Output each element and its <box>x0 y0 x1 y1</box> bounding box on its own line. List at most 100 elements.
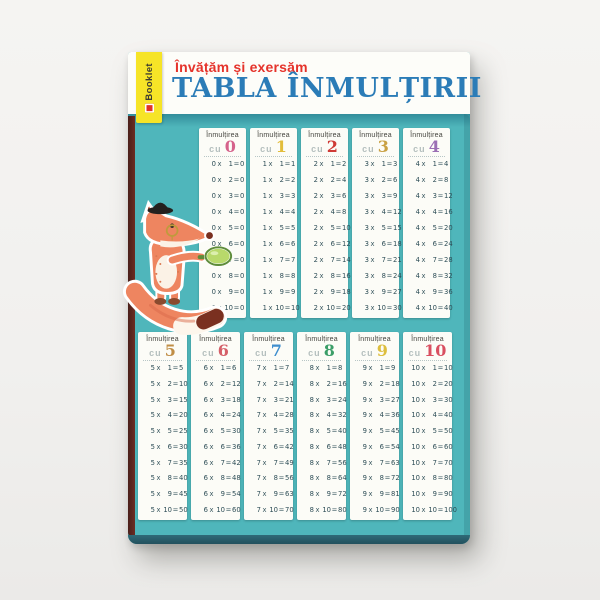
equation-row: 4 x 2 = 8 <box>415 176 449 184</box>
equation-row: 1 x 5 = 5 <box>262 224 296 232</box>
card-equations: 6 x 1 = 6 6 x 2 = 12 6 x 3 = 18 6 x 4 = 24 6 x 5 = 30 6 x 6 = 36 6 x 7 = 4… <box>194 364 241 515</box>
equation-row: 9 x 1 = 9 <box>362 364 396 372</box>
multiplication-card-9: Înmulțirea cu 9 9 x 1 = 9 9 x 2 = 18 9 x 3 = 27 9 x 4 = 36 9 x 5 =… <box>350 332 400 520</box>
equation-row: 8 x 10 = 80 <box>309 505 347 514</box>
equation-row: 3 x 3 = 9 <box>364 192 398 200</box>
equation-row: 3 x 7 = 21 <box>364 256 402 264</box>
equation-row: 0 x 9 = 0 <box>211 288 245 296</box>
card-cu-line: cu 5 <box>143 343 182 361</box>
equation-row: 10 x 10 = 100 <box>411 505 457 514</box>
equation-row: 1 x 7 = 7 <box>262 256 296 264</box>
equation-row: 3 x 5 = 15 <box>364 224 402 232</box>
cover-title: TABLA ÎNMULȚIRII <box>172 73 482 104</box>
equation-row: 2 x 2 = 4 <box>313 176 347 184</box>
multiplication-card-5: Înmulțirea cu 5 5 x 1 = 5 5 x 2 = 10 5 x 3 = 15 5 x 4 = 20 5 x 5 =… <box>138 332 188 520</box>
book-right-edge-shade <box>464 114 470 539</box>
equation-row: 0 x 6 = 0 <box>211 240 245 248</box>
card-numeral: 3 <box>377 137 389 156</box>
equation-row: 8 x 7 = 56 <box>309 458 347 467</box>
publisher-brand: Booklet <box>144 63 155 113</box>
multiplication-card-0: Înmulțirea cu 0 0 x 1 = 0 0 x 2 = 0 0 x 3 = 0 0 x 4 = 0 0 x 5 = 0 0 x… <box>199 128 246 318</box>
equation-row: 10 x 1 = 10 <box>411 364 453 372</box>
card-heading: Înmulțirea <box>199 336 232 343</box>
equation-row: 3 x 6 = 18 <box>364 240 402 248</box>
card-cu-line: cu 9 <box>355 343 394 361</box>
multiplication-card-4: Înmulțirea cu 4 4 x 1 = 4 4 x 2 = 8 4 x 3 = 12 4 x 4 = 16 4 x 5 = 2… <box>403 128 453 318</box>
equation-row: 10 x 7 = 70 <box>411 458 453 467</box>
equation-row: 5 x 1 = 5 <box>150 364 184 372</box>
tables-row-2: Înmulțirea cu 5 5 x 1 = 5 5 x 2 = 10 5 x 3 = 15 5 x 4 = 20 5 x 5 =… <box>138 332 457 520</box>
card-cu-label: cu <box>202 348 215 358</box>
card-numeral: 1 <box>275 137 287 156</box>
equation-row: 6 x 7 = 42 <box>203 458 241 467</box>
multiplication-card-1: Înmulțirea cu 1 1 x 1 = 1 1 x 2 = 2 1 x 3 = 3 1 x 4 = 4 1 x 5 = 5 1 x… <box>250 128 300 318</box>
equation-row: 9 x 9 = 81 <box>362 490 400 499</box>
equation-row: 9 x 8 = 72 <box>362 474 400 483</box>
publisher-spine-label: Booklet <box>136 52 162 123</box>
card-numeral: 7 <box>270 341 282 360</box>
card-equations: 1 x 1 = 1 1 x 2 = 2 1 x 3 = 3 1 x 4 = 4 1 x 5 = 5 1 x 6 = 6 1 x 7 = 7 1 x 8 = 8… <box>253 160 300 313</box>
equation-row: 4 x 8 = 32 <box>415 272 453 280</box>
card-heading: Înmulțirea <box>305 336 338 343</box>
equation-row: 7 x 1 = 7 <box>256 364 290 372</box>
equation-row: 3 x 10 = 30 <box>364 304 402 312</box>
equation-row: 5 x 9 = 45 <box>150 490 188 499</box>
equation-row: 8 x 3 = 24 <box>309 395 347 404</box>
card-cu-label: cu <box>149 348 162 358</box>
equation-row: 3 x 4 = 12 <box>364 208 402 216</box>
card-cu-line: cu 1 <box>255 139 292 157</box>
equation-row: 4 x 3 = 12 <box>415 192 453 200</box>
equation-row: 6 x 8 = 48 <box>203 474 241 483</box>
equation-row: 9 x 6 = 54 <box>362 442 400 451</box>
card-cu-label: cu <box>311 144 324 154</box>
equation-row: 4 x 1 = 4 <box>415 160 449 168</box>
magnifying-glass-icon <box>197 245 233 267</box>
card-numeral: 6 <box>217 341 229 360</box>
equation-row: 6 x 2 = 12 <box>203 379 241 388</box>
equation-row: 5 x 2 = 10 <box>150 379 188 388</box>
equation-row: 8 x 4 = 32 <box>309 411 347 420</box>
equation-row: 4 x 9 = 36 <box>415 288 453 296</box>
equation-row: 2 x 9 = 18 <box>313 288 351 296</box>
equation-row: 7 x 9 = 63 <box>256 490 294 499</box>
card-cu-line: cu 2 <box>306 139 343 157</box>
equation-row: 5 x 6 = 30 <box>150 442 188 451</box>
fox-head <box>140 199 215 248</box>
equation-row: 1 x 2 = 2 <box>262 176 296 184</box>
equation-row: 2 x 10 = 20 <box>313 304 351 312</box>
booklet-logo-icon <box>144 103 154 113</box>
equation-row: 1 x 3 = 3 <box>262 192 296 200</box>
equation-row: 7 x 7 = 49 <box>256 458 294 467</box>
multiplication-card-7: Înmulțirea cu 7 7 x 1 = 7 7 x 2 = 14 7 x 3 = 21 7 x 4 = 28 7 x 5 =… <box>244 332 294 520</box>
multiplication-card-3: Înmulțirea cu 3 3 x 1 = 3 3 x 2 = 6 3 x 3 = 9 3 x 4 = 12 3 x 5 = 15… <box>352 128 402 318</box>
equation-row: 2 x 6 = 12 <box>313 240 351 248</box>
equation-row: 1 x 9 = 9 <box>262 288 296 296</box>
fox-illustration <box>122 199 233 335</box>
card-cu-label: cu <box>408 348 422 358</box>
card-cu-label: cu <box>308 348 321 358</box>
card-cu-label: cu <box>209 144 222 154</box>
multiplication-card-2: Înmulțirea cu 2 2 x 1 = 2 2 x 2 = 4 2 x 3 = 6 2 x 4 = 8 2 x 5 = 10 2… <box>301 128 351 318</box>
card-heading: Înmulțirea <box>146 336 179 343</box>
card-equations: 4 x 1 = 4 4 x 2 = 8 4 x 3 = 12 4 x 4 = 16 4 x 5 = 20 4 x 6 = 24 4 x 7 = 28… <box>406 160 453 313</box>
equation-row: 8 x 9 = 72 <box>309 490 347 499</box>
equation-row: 9 x 7 = 63 <box>362 458 400 467</box>
book-spine-edge <box>128 116 135 539</box>
equation-row: 2 x 8 = 16 <box>313 272 351 280</box>
equation-row: 0 x 3 = 0 <box>211 192 245 200</box>
card-numeral: 4 <box>428 137 440 156</box>
equation-row: 9 x 2 = 18 <box>362 379 400 388</box>
card-cu-line: cu 10 <box>408 343 447 361</box>
equation-row: 6 x 6 = 36 <box>203 442 241 451</box>
equation-row: 10 x 2 = 20 <box>411 379 453 388</box>
equation-row: 8 x 2 = 16 <box>309 379 347 388</box>
equation-row: 0 x 4 = 0 <box>211 208 245 216</box>
equation-row: 2 x 5 = 10 <box>313 224 351 232</box>
equation-row: 1 x 4 = 4 <box>262 208 296 216</box>
card-heading: Înmulțirea <box>410 132 443 139</box>
equation-row: 4 x 5 = 20 <box>415 224 453 232</box>
cover-header: Învățăm și exersăm TABLA ÎNMULȚIRII <box>128 52 481 114</box>
equation-row: 5 x 7 = 35 <box>150 458 188 467</box>
equation-row: 6 x 9 = 54 <box>203 490 241 499</box>
equation-row: 0 x 5 = 0 <box>211 224 245 232</box>
